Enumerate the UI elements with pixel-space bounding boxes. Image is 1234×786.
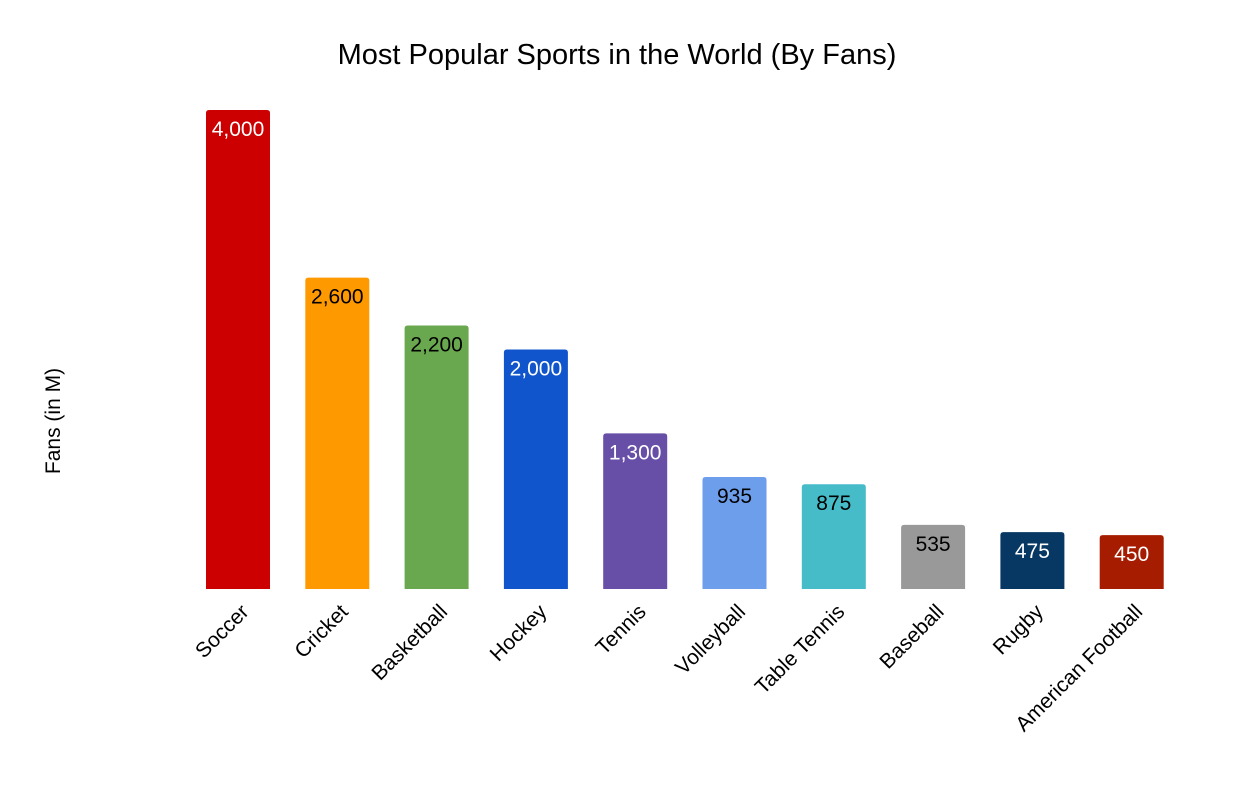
bar-tennis [603, 433, 668, 589]
data-label: 875 [816, 492, 851, 515]
chart-title: Most Popular Sports in the World (By Fan… [338, 39, 897, 71]
bar-american-football [1099, 535, 1164, 589]
data-label: 935 [717, 485, 752, 508]
x-tick-label: Table Tennis [751, 600, 850, 699]
data-labels-group: 4,000 2,600 2,200 2,000 1,300 935 875 535 475 450 [212, 118, 1150, 566]
data-label: 475 [1015, 540, 1050, 563]
data-label: 535 [916, 533, 951, 556]
bars-group [206, 110, 1164, 589]
bar-volleyball [702, 477, 767, 589]
x-tick-label: Soccer [191, 600, 253, 662]
bar-table-tennis [801, 484, 866, 589]
data-label: 2,000 [510, 358, 563, 381]
data-label: 1,300 [609, 441, 662, 464]
data-label: 2,600 [311, 286, 364, 309]
data-label: 2,200 [410, 334, 463, 357]
bar-soccer [206, 110, 270, 589]
bar-basketball [404, 325, 469, 589]
bar-rugby [1000, 532, 1065, 589]
bar-hockey [503, 349, 568, 589]
data-label: 4,000 [212, 118, 265, 141]
bar-cricket [305, 277, 370, 589]
x-tick-label: Volleyball [671, 600, 750, 679]
x-tick-label: Hockey [486, 600, 552, 666]
x-tick-label: Cricket [290, 600, 353, 663]
bar-baseball [901, 524, 966, 589]
data-label: 450 [1114, 543, 1149, 566]
x-tick-label: Tennis [592, 600, 651, 659]
x-tick-label: Rugby [989, 600, 1049, 660]
x-tick-labels-group: Soccer Cricket Basketball Hockey Tennis Volle… [191, 600, 1147, 736]
x-tick-label: Baseball [875, 600, 948, 673]
y-axis-label: Fans (in M) [42, 368, 65, 474]
x-tick-label: Basketball [367, 600, 452, 685]
